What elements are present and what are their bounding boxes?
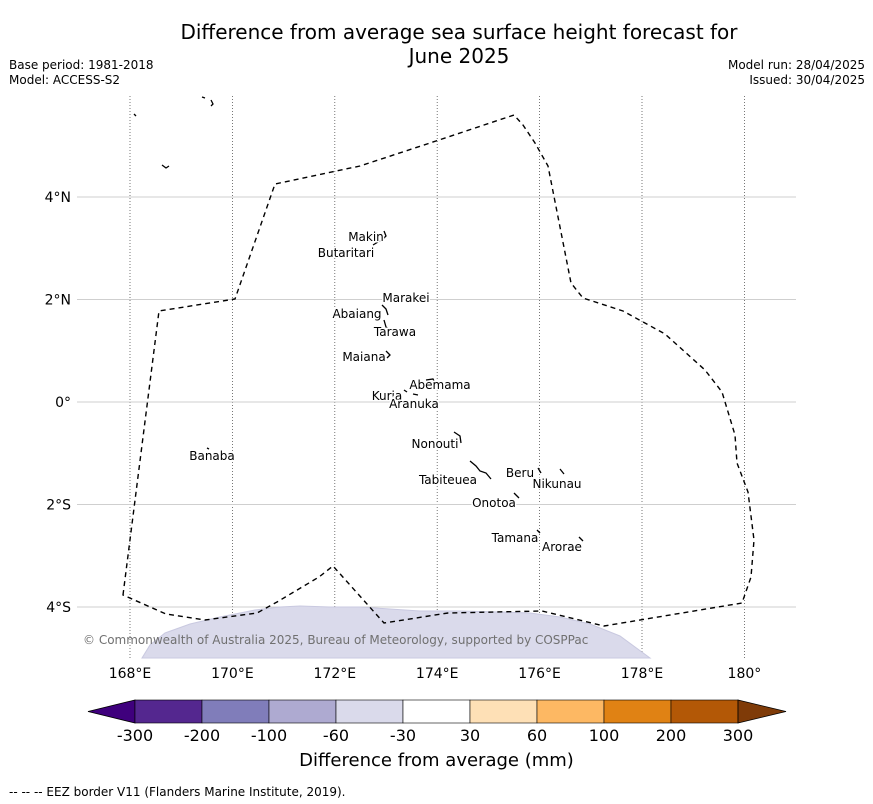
colorbar-tick-label: 100 — [589, 726, 620, 745]
island-label: Beru — [506, 466, 534, 480]
colorbar-title: Difference from average (mm) — [299, 750, 574, 771]
colorbar-segment — [201, 699, 270, 724]
gridlines — [77, 96, 796, 658]
island-ne-1 — [201, 96, 206, 99]
island-label: Tamana — [491, 531, 539, 545]
colorbar-segment — [134, 699, 203, 724]
title-line-2: June 2025 — [408, 44, 510, 68]
island-label: Banaba — [189, 449, 235, 463]
colorbar-extend-low — [87, 699, 136, 724]
chart-title: Difference from average sea surface heig… — [0, 20, 873, 68]
island-label: Kuria — [372, 389, 403, 403]
y-tick-label: 2°N — [45, 293, 71, 309]
island-label: Onotoa — [472, 496, 516, 510]
base-period: Base period: 1981-2018 — [9, 58, 154, 72]
island-label: Maiana — [342, 350, 385, 364]
colorbar-tick-label: 300 — [723, 726, 754, 745]
island-shapes — [133, 96, 584, 542]
island-nonouti — [453, 431, 462, 444]
island-label: Abaiang — [332, 307, 381, 321]
issued-date: Issued: 30/04/2025 — [749, 73, 865, 87]
island-aranuka — [412, 393, 419, 396]
eez-footnote: -- -- -- EEZ border V11 (Flanders Marine… — [9, 785, 346, 799]
island-nw-2 — [161, 164, 170, 169]
island-label: Tabiteuea — [418, 473, 477, 487]
island-banaba — [206, 447, 210, 450]
x-tick-label: 178°E — [621, 666, 664, 682]
colorbar-segment — [469, 699, 538, 724]
axis-labels: 168°E 170°E 172°E 174°E 176°E 178°E 180° 4°N 2°N… — [45, 190, 762, 682]
island-nikunau — [559, 468, 565, 475]
x-tick-label: 170°E — [211, 666, 254, 682]
colorbar: -300 -200 -100 -60 -30 30 60 100 200 300 — [87, 699, 787, 745]
island-arorae — [578, 536, 584, 542]
y-tick-label: 4°S — [46, 600, 71, 616]
island-kuria — [403, 389, 408, 393]
island-tamana — [536, 529, 541, 534]
island-label: Makin — [348, 230, 384, 244]
island-tarawa — [383, 319, 393, 332]
island-label: Marakei — [382, 291, 429, 305]
model-run: Model run: 28/04/2025 — [727, 58, 865, 72]
island-label: Butaritari — [318, 246, 375, 260]
x-tick-label: 168°E — [109, 666, 152, 682]
colorbar-segment — [335, 699, 404, 724]
island-label: Arorae — [542, 540, 582, 554]
model-name: Model: ACCESS-S2 — [9, 73, 121, 87]
island-onotoa — [513, 492, 520, 499]
island-label: Aranuka — [389, 397, 439, 411]
colorbar-segment — [402, 699, 471, 724]
island-butaritari — [372, 239, 384, 246]
island-abaiang — [381, 304, 389, 316]
y-tick-label: 2°S — [46, 498, 71, 514]
island-label: Nikunau — [532, 477, 581, 491]
colorbar-tick-label: 60 — [527, 726, 547, 745]
island-tabiteuea — [469, 460, 492, 480]
island-marakei — [397, 296, 403, 301]
x-tick-label: 180° — [728, 666, 762, 682]
anomaly-fill-region — [141, 605, 652, 659]
island-abemama — [425, 378, 437, 386]
island-nw-small — [133, 113, 137, 117]
y-tick-label: 4°N — [45, 190, 71, 206]
copyright-notice: © Commonwealth of Australia 2025, Bureau… — [83, 633, 588, 647]
colorbar-extend-high — [737, 699, 787, 724]
island-beru — [537, 467, 542, 474]
island-label: Nonouti — [412, 437, 459, 451]
island-maiana — [385, 350, 391, 359]
colorbar-segment — [603, 699, 672, 724]
colorbar-segment — [536, 699, 605, 724]
island-makin — [381, 230, 387, 241]
colorbar-tick-label: -300 — [117, 726, 153, 745]
y-tick-label: 0° — [55, 395, 71, 411]
island-ne-2 — [210, 99, 214, 107]
colorbar-tick-label: -30 — [390, 726, 416, 745]
title-line-1: Difference from average sea surface heig… — [180, 20, 738, 44]
colorbar-tick-label: -60 — [323, 726, 349, 745]
x-tick-label: 174°E — [416, 666, 459, 682]
island-label: Tarawa — [373, 325, 416, 339]
island-label: Abemama — [409, 378, 470, 392]
colorbar-segment — [268, 699, 337, 724]
colorbar-tick-label: 200 — [656, 726, 687, 745]
x-tick-label: 176°E — [518, 666, 561, 682]
x-tick-label: 172°E — [314, 666, 357, 682]
model-info: Base period: 1981-2018 Model: ACCESS-S2 — [9, 58, 154, 88]
run-info: Model run: 28/04/2025 Issued: 30/04/2025 — [728, 58, 865, 88]
colorbar-segment — [670, 699, 739, 724]
eez-border — [122, 114, 755, 627]
colorbar-tick-label: 30 — [460, 726, 480, 745]
colorbar-tick-label: -100 — [251, 726, 287, 745]
colorbar-tick-label: -200 — [184, 726, 220, 745]
